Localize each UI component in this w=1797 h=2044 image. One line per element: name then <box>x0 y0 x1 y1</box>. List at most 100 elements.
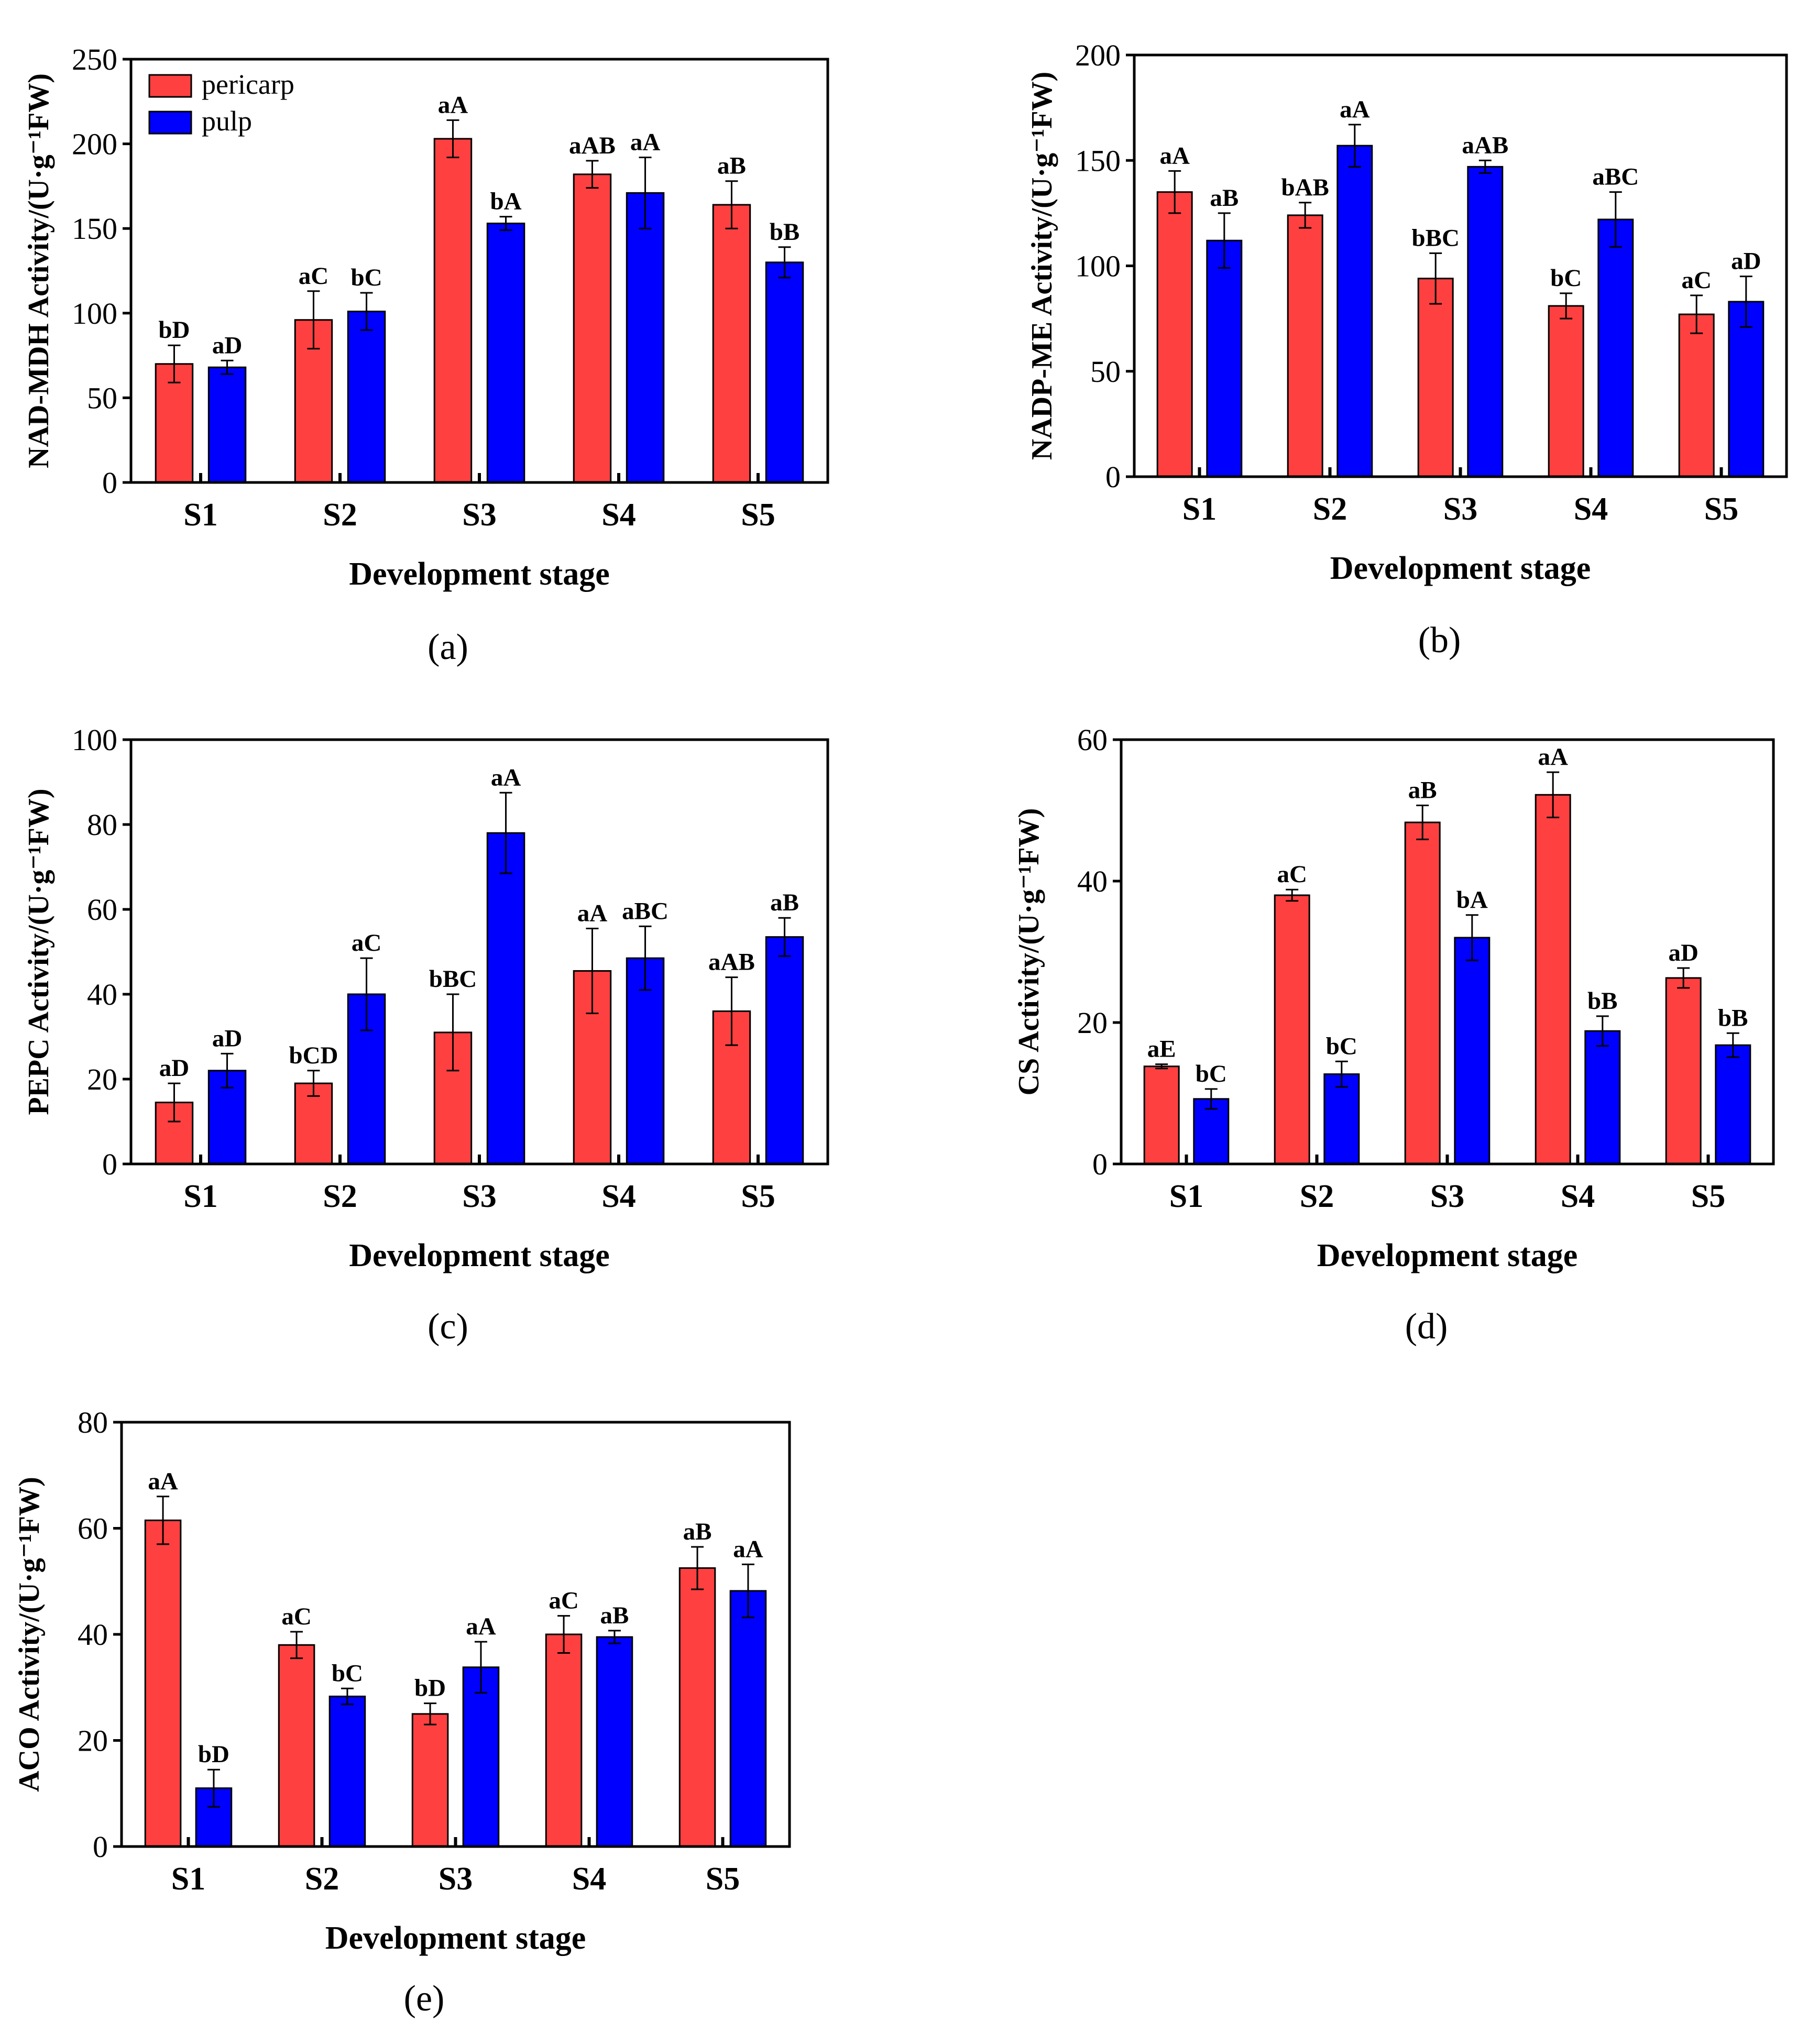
x-tick-label: S4 <box>572 1861 606 1897</box>
x-axis-label: Development stage <box>325 1920 586 1956</box>
significance-label: aA <box>1340 96 1370 123</box>
significance-label: aB <box>683 1518 712 1545</box>
pericarp-bar-s5 <box>678 1567 716 1848</box>
pulp-bar-s5 <box>729 1590 767 1848</box>
x-tick-label: S5 <box>706 1861 740 1897</box>
significance-label: aB <box>717 152 746 180</box>
pericarp-bar-s5 <box>1665 977 1702 1165</box>
significance-label: aC <box>1277 861 1307 888</box>
panel-caption: (e) <box>404 1979 445 2019</box>
y-tick-label: 0 <box>102 466 117 500</box>
significance-label: aC <box>549 1587 578 1614</box>
significance-label: bC <box>1196 1060 1227 1087</box>
y-axis-label: CS Activity/(U·g⁻¹FW) <box>1013 808 1045 1096</box>
y-tick-label: 40 <box>87 977 117 1012</box>
plot-frame <box>129 58 829 484</box>
y-axis-label: NAD-MDH Activity/(U·g⁻¹FW) <box>23 73 55 468</box>
x-tick-label: S3 <box>1443 491 1477 527</box>
significance-label: bD <box>198 1741 229 1768</box>
significance-label: aBC <box>1592 163 1639 191</box>
x-tick-label: S3 <box>439 1861 473 1897</box>
significance-label: bA <box>1456 886 1488 914</box>
significance-label: aA <box>630 128 661 156</box>
y-tick-label: 100 <box>72 296 117 331</box>
x-tick-label: S3 <box>462 497 496 533</box>
x-tick-label: S4 <box>601 497 635 533</box>
y-tick-label: 20 <box>87 1062 117 1096</box>
pulp-bar-s2 <box>347 311 386 483</box>
pericarp-bar-s5 <box>1678 313 1715 478</box>
pericarp-bar-s4 <box>1548 305 1584 478</box>
panel-caption: (a) <box>428 627 468 667</box>
y-tick-label: 200 <box>1075 38 1121 72</box>
pericarp-bar-s1 <box>1156 191 1193 478</box>
panel-a: 0 50 100 150 200 250 bD aD S1 aC bC S2 aA bA S3 aAB aA S4… <box>23 42 829 667</box>
pulp-bar-s3 <box>1467 166 1504 478</box>
y-tick-label: 60 <box>1077 723 1108 757</box>
panel-e: 0 20 40 60 80 aA bD S1 aC bC S2 bD aA S3 aC aB S4 aB aA S5 D… <box>13 1405 791 2019</box>
pulp-bar-s3 <box>486 832 525 1165</box>
panel-caption: (c) <box>428 1306 468 1347</box>
x-tick-label: S5 <box>741 497 775 533</box>
significance-label: aAB <box>569 132 616 159</box>
significance-label: aA <box>1159 142 1190 169</box>
pericarp-bar-s3 <box>411 1713 449 1848</box>
significance-label: aAB <box>1462 131 1508 159</box>
significance-label: bC <box>1550 265 1582 292</box>
significance-label: aD <box>212 332 242 359</box>
pulp-bar-s2 <box>328 1695 366 1848</box>
pericarp-bar-s4 <box>545 1633 583 1848</box>
legend-swatch-pericarp <box>148 74 192 98</box>
pulp-bar-s4 <box>626 192 665 483</box>
y-tick-label: 100 <box>72 723 117 757</box>
y-axis-label: NADP-ME Activity/(U·g⁻¹FW) <box>1026 72 1058 460</box>
x-tick-label: S2 <box>305 1861 339 1897</box>
significance-label: aA <box>733 1535 763 1563</box>
y-tick-label: 250 <box>72 42 117 76</box>
legend-label-pericarp: pericarp <box>202 69 294 100</box>
y-tick-label: 150 <box>1075 144 1121 178</box>
significance-label: aD <box>1668 939 1698 966</box>
pulp-bar-s3 <box>462 1666 500 1848</box>
significance-label: aA <box>438 91 468 118</box>
significance-label: bA <box>490 188 521 215</box>
significance-label: bCD <box>289 1042 338 1069</box>
panel-caption: (b) <box>1418 620 1461 661</box>
x-tick-label: S1 <box>183 1179 217 1214</box>
significance-label: bB <box>770 218 800 246</box>
plot-frame <box>1120 738 1775 1166</box>
y-axis-label: PEPC Activity/(U·g⁻¹FW) <box>23 788 55 1115</box>
significance-label: aAB <box>708 949 755 976</box>
x-tick-label: S4 <box>601 1179 635 1214</box>
x-tick-label: S4 <box>1574 491 1608 527</box>
y-tick-label: 0 <box>1105 460 1121 494</box>
significance-label: aC <box>352 929 381 957</box>
y-tick-label: 60 <box>78 1512 108 1546</box>
significance-label: aC <box>281 1603 311 1630</box>
significance-label: bD <box>158 316 190 344</box>
pericarp-bar-s2 <box>1274 894 1310 1165</box>
significance-label: aB <box>600 1602 629 1629</box>
pulp-bar-s2 <box>1336 145 1373 478</box>
y-tick-label: 20 <box>78 1724 108 1758</box>
panel-d: 0 20 40 60 aE bC S1 aC bC S2 aB bA S3 aA bB S4 aD bB S5 Dev… <box>1013 723 1775 1347</box>
significance-label: bC <box>350 264 382 291</box>
panel-c: 0 20 40 60 80 100 aD aD S1 bCD aC S2 bBC aA S3 aA aBC S4 a… <box>23 723 829 1347</box>
x-tick-label: S2 <box>1313 491 1347 527</box>
plot-frame <box>120 1421 791 1848</box>
pulp-bar-s5 <box>765 261 804 483</box>
significance-label: aD <box>1731 248 1761 275</box>
significance-label: aE <box>1147 1036 1176 1063</box>
pericarp-bar-s2 <box>278 1644 315 1848</box>
pulp-bar-s3 <box>486 223 525 483</box>
x-tick-label: S1 <box>1169 1179 1203 1214</box>
x-tick-label: S3 <box>462 1179 496 1214</box>
legend-label-pulp: pulp <box>202 105 252 137</box>
pulp-bar-s5 <box>1715 1044 1751 1165</box>
significance-label: aA <box>466 1613 496 1640</box>
significance-label: aB <box>1408 777 1437 804</box>
pulp-bar-s5 <box>765 936 804 1165</box>
significance-label: aA <box>148 1468 178 1495</box>
y-tick-label: 20 <box>1077 1006 1108 1040</box>
plot-frame <box>1133 53 1788 478</box>
